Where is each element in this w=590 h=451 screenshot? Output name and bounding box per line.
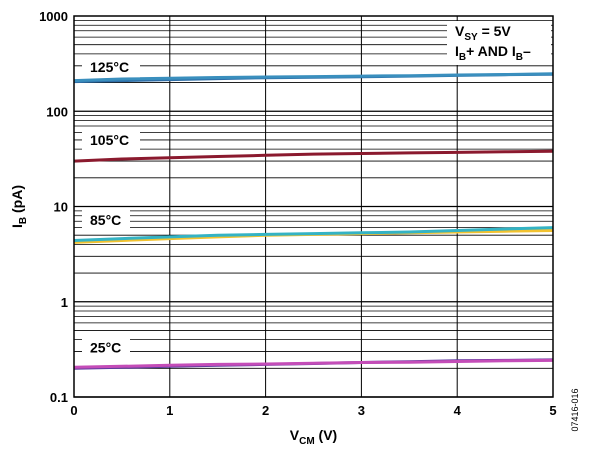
figure-id: 07416-016 <box>570 388 580 431</box>
temperature-label: 25°C <box>90 340 121 356</box>
x-tick-label: 1 <box>166 403 173 418</box>
temperature-labels: 125°C 105°C 85°C 25°C <box>82 57 140 358</box>
plot-frame <box>73 15 554 398</box>
x-axis-label: VCM (V) <box>290 427 337 447</box>
x-tick-label: 0 <box>70 403 77 418</box>
temperature-label-background <box>82 129 140 150</box>
x-tick-label: 3 <box>358 403 365 418</box>
series-line-7 <box>73 358 554 369</box>
y-tick-label: 100 <box>46 104 68 119</box>
temperature-label: 125°C <box>90 59 129 75</box>
x-tick-label: 5 <box>549 403 556 418</box>
conditions-background <box>447 21 551 65</box>
series-line-3 <box>73 149 554 163</box>
plot-frame-group <box>73 15 554 398</box>
x-tick-label: 4 <box>454 403 462 418</box>
y-axis-label: IB (pA) <box>9 185 29 228</box>
y-tick-label: 0.1 <box>50 390 68 405</box>
x-tick-label: 2 <box>262 403 269 418</box>
y-tick-label: 10 <box>54 200 68 215</box>
temperature-label-background <box>82 57 140 78</box>
temperature-label-background <box>82 210 130 231</box>
series-lines <box>73 72 554 370</box>
y-tick-label: 1 <box>61 295 68 310</box>
series-line-2 <box>73 72 554 83</box>
series-line-5 <box>73 226 554 242</box>
y-tick-label: 1000 <box>39 9 68 24</box>
supply-voltage-label: VSY = 5V <box>455 23 511 43</box>
temperature-label-background <box>82 337 130 358</box>
temperature-label: 85°C <box>90 212 121 228</box>
temperature-label: 105°C <box>90 132 129 148</box>
conditions-annotation: VSY = 5V IB+ AND IB– <box>447 21 551 65</box>
bias-current-label: IB+ AND IB– <box>455 43 531 63</box>
tick-labels: 0 1 2 3 4 5 0.1 1 10 100 1000 <box>39 9 557 418</box>
grid-lines <box>73 16 554 398</box>
